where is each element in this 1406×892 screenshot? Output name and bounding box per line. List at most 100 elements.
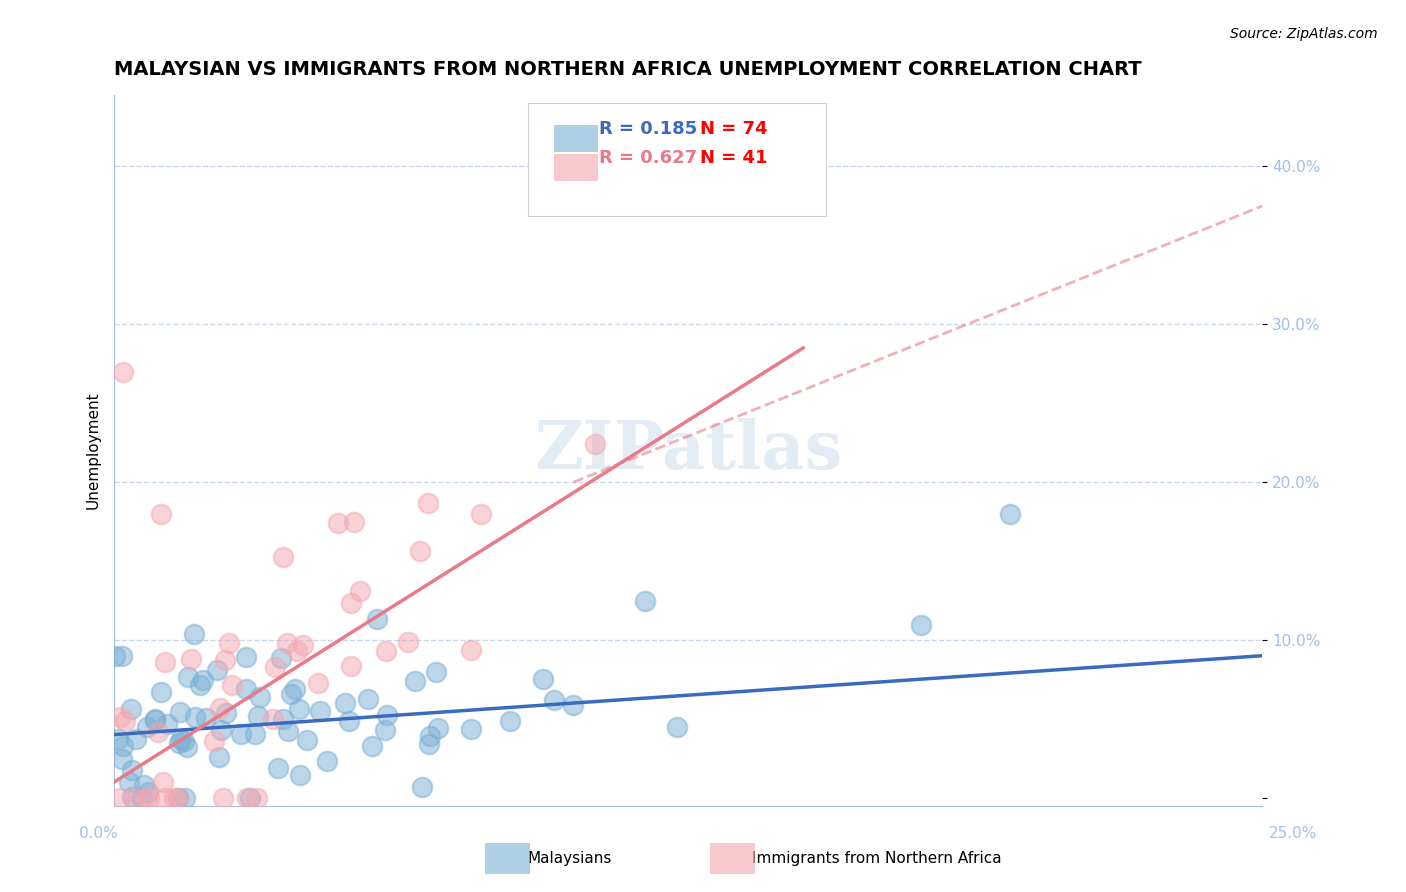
Point: [460, 722, 482, 736]
Point: [155, 655, 177, 669]
Point: [910, 617, 932, 632]
Point: [288, 768, 311, 782]
Point: [427, 721, 450, 735]
Point: [284, 681, 307, 696]
FancyBboxPatch shape: [554, 125, 598, 153]
Point: [499, 714, 522, 729]
Point: [408, 544, 430, 558]
Point: [108, 710, 131, 724]
Point: [111, 648, 134, 663]
Point: [114, 714, 136, 728]
Point: [562, 698, 585, 712]
Point: [470, 507, 492, 521]
Point: [215, 706, 238, 721]
Point: [418, 737, 440, 751]
Point: [104, 649, 127, 664]
Point: [263, 660, 285, 674]
Point: [583, 437, 606, 451]
Point: [315, 754, 337, 768]
Point: [176, 739, 198, 754]
Point: [396, 634, 419, 648]
Point: [143, 713, 166, 727]
Point: [236, 790, 259, 805]
Point: [243, 727, 266, 741]
Point: [404, 674, 426, 689]
Point: [531, 672, 554, 686]
Point: [184, 709, 207, 723]
Point: [267, 761, 290, 775]
Point: [183, 627, 205, 641]
Point: [221, 678, 243, 692]
Point: [108, 790, 131, 805]
Text: ZIPatlas: ZIPatlas: [534, 418, 842, 483]
Point: [143, 713, 166, 727]
Point: [134, 778, 156, 792]
Text: 0.0%: 0.0%: [79, 827, 118, 841]
FancyBboxPatch shape: [527, 103, 827, 216]
Point: [277, 724, 299, 739]
Point: [214, 653, 236, 667]
Y-axis label: Unemployment: Unemployment: [86, 392, 100, 509]
Point: [131, 790, 153, 805]
Point: [152, 774, 174, 789]
Point: [262, 712, 284, 726]
Text: Immigrants from Northern Africa: Immigrants from Northern Africa: [752, 851, 1002, 865]
Point: [280, 687, 302, 701]
Point: [249, 690, 271, 704]
Point: [167, 790, 190, 805]
Text: N = 74: N = 74: [700, 120, 768, 138]
Point: [374, 723, 396, 738]
Point: [357, 692, 380, 706]
Point: [136, 785, 159, 799]
Point: [276, 636, 298, 650]
Point: [271, 713, 294, 727]
Point: [235, 682, 257, 697]
Point: [138, 790, 160, 805]
Point: [153, 790, 176, 805]
Point: [375, 707, 398, 722]
Point: [166, 790, 188, 805]
Point: [121, 763, 143, 777]
Point: [163, 790, 186, 805]
Point: [180, 652, 202, 666]
Point: [666, 720, 689, 734]
Text: N = 41: N = 41: [700, 149, 768, 167]
Point: [208, 700, 231, 714]
Point: [121, 790, 143, 805]
Point: [239, 790, 262, 805]
Point: [111, 739, 134, 753]
Point: [167, 735, 190, 749]
Text: Source: ZipAtlas.com: Source: ZipAtlas.com: [1230, 27, 1378, 41]
Point: [110, 752, 132, 766]
Point: [307, 675, 329, 690]
Point: [292, 638, 315, 652]
Point: [150, 507, 173, 521]
Point: [193, 673, 215, 687]
Point: [998, 507, 1021, 521]
Text: MALAYSIAN VS IMMIGRANTS FROM NORTHERN AFRICA UNEMPLOYMENT CORRELATION CHART: MALAYSIAN VS IMMIGRANTS FROM NORTHERN AF…: [114, 60, 1142, 78]
Point: [297, 733, 319, 747]
Point: [349, 583, 371, 598]
Point: [194, 710, 217, 724]
Point: [207, 664, 229, 678]
Point: [287, 702, 309, 716]
Text: Malaysians: Malaysians: [527, 851, 612, 865]
Point: [366, 612, 388, 626]
Point: [419, 729, 441, 743]
Point: [273, 550, 295, 565]
Point: [411, 780, 433, 794]
Point: [212, 790, 235, 805]
Point: [460, 643, 482, 657]
Point: [543, 692, 565, 706]
Point: [188, 678, 211, 692]
Point: [156, 717, 179, 731]
Point: [149, 685, 172, 699]
Text: 25.0%: 25.0%: [1270, 827, 1317, 841]
Point: [136, 720, 159, 734]
Point: [235, 649, 257, 664]
Point: [177, 670, 200, 684]
Point: [208, 750, 231, 764]
Point: [112, 365, 135, 379]
Point: [173, 790, 195, 805]
Point: [107, 732, 129, 747]
